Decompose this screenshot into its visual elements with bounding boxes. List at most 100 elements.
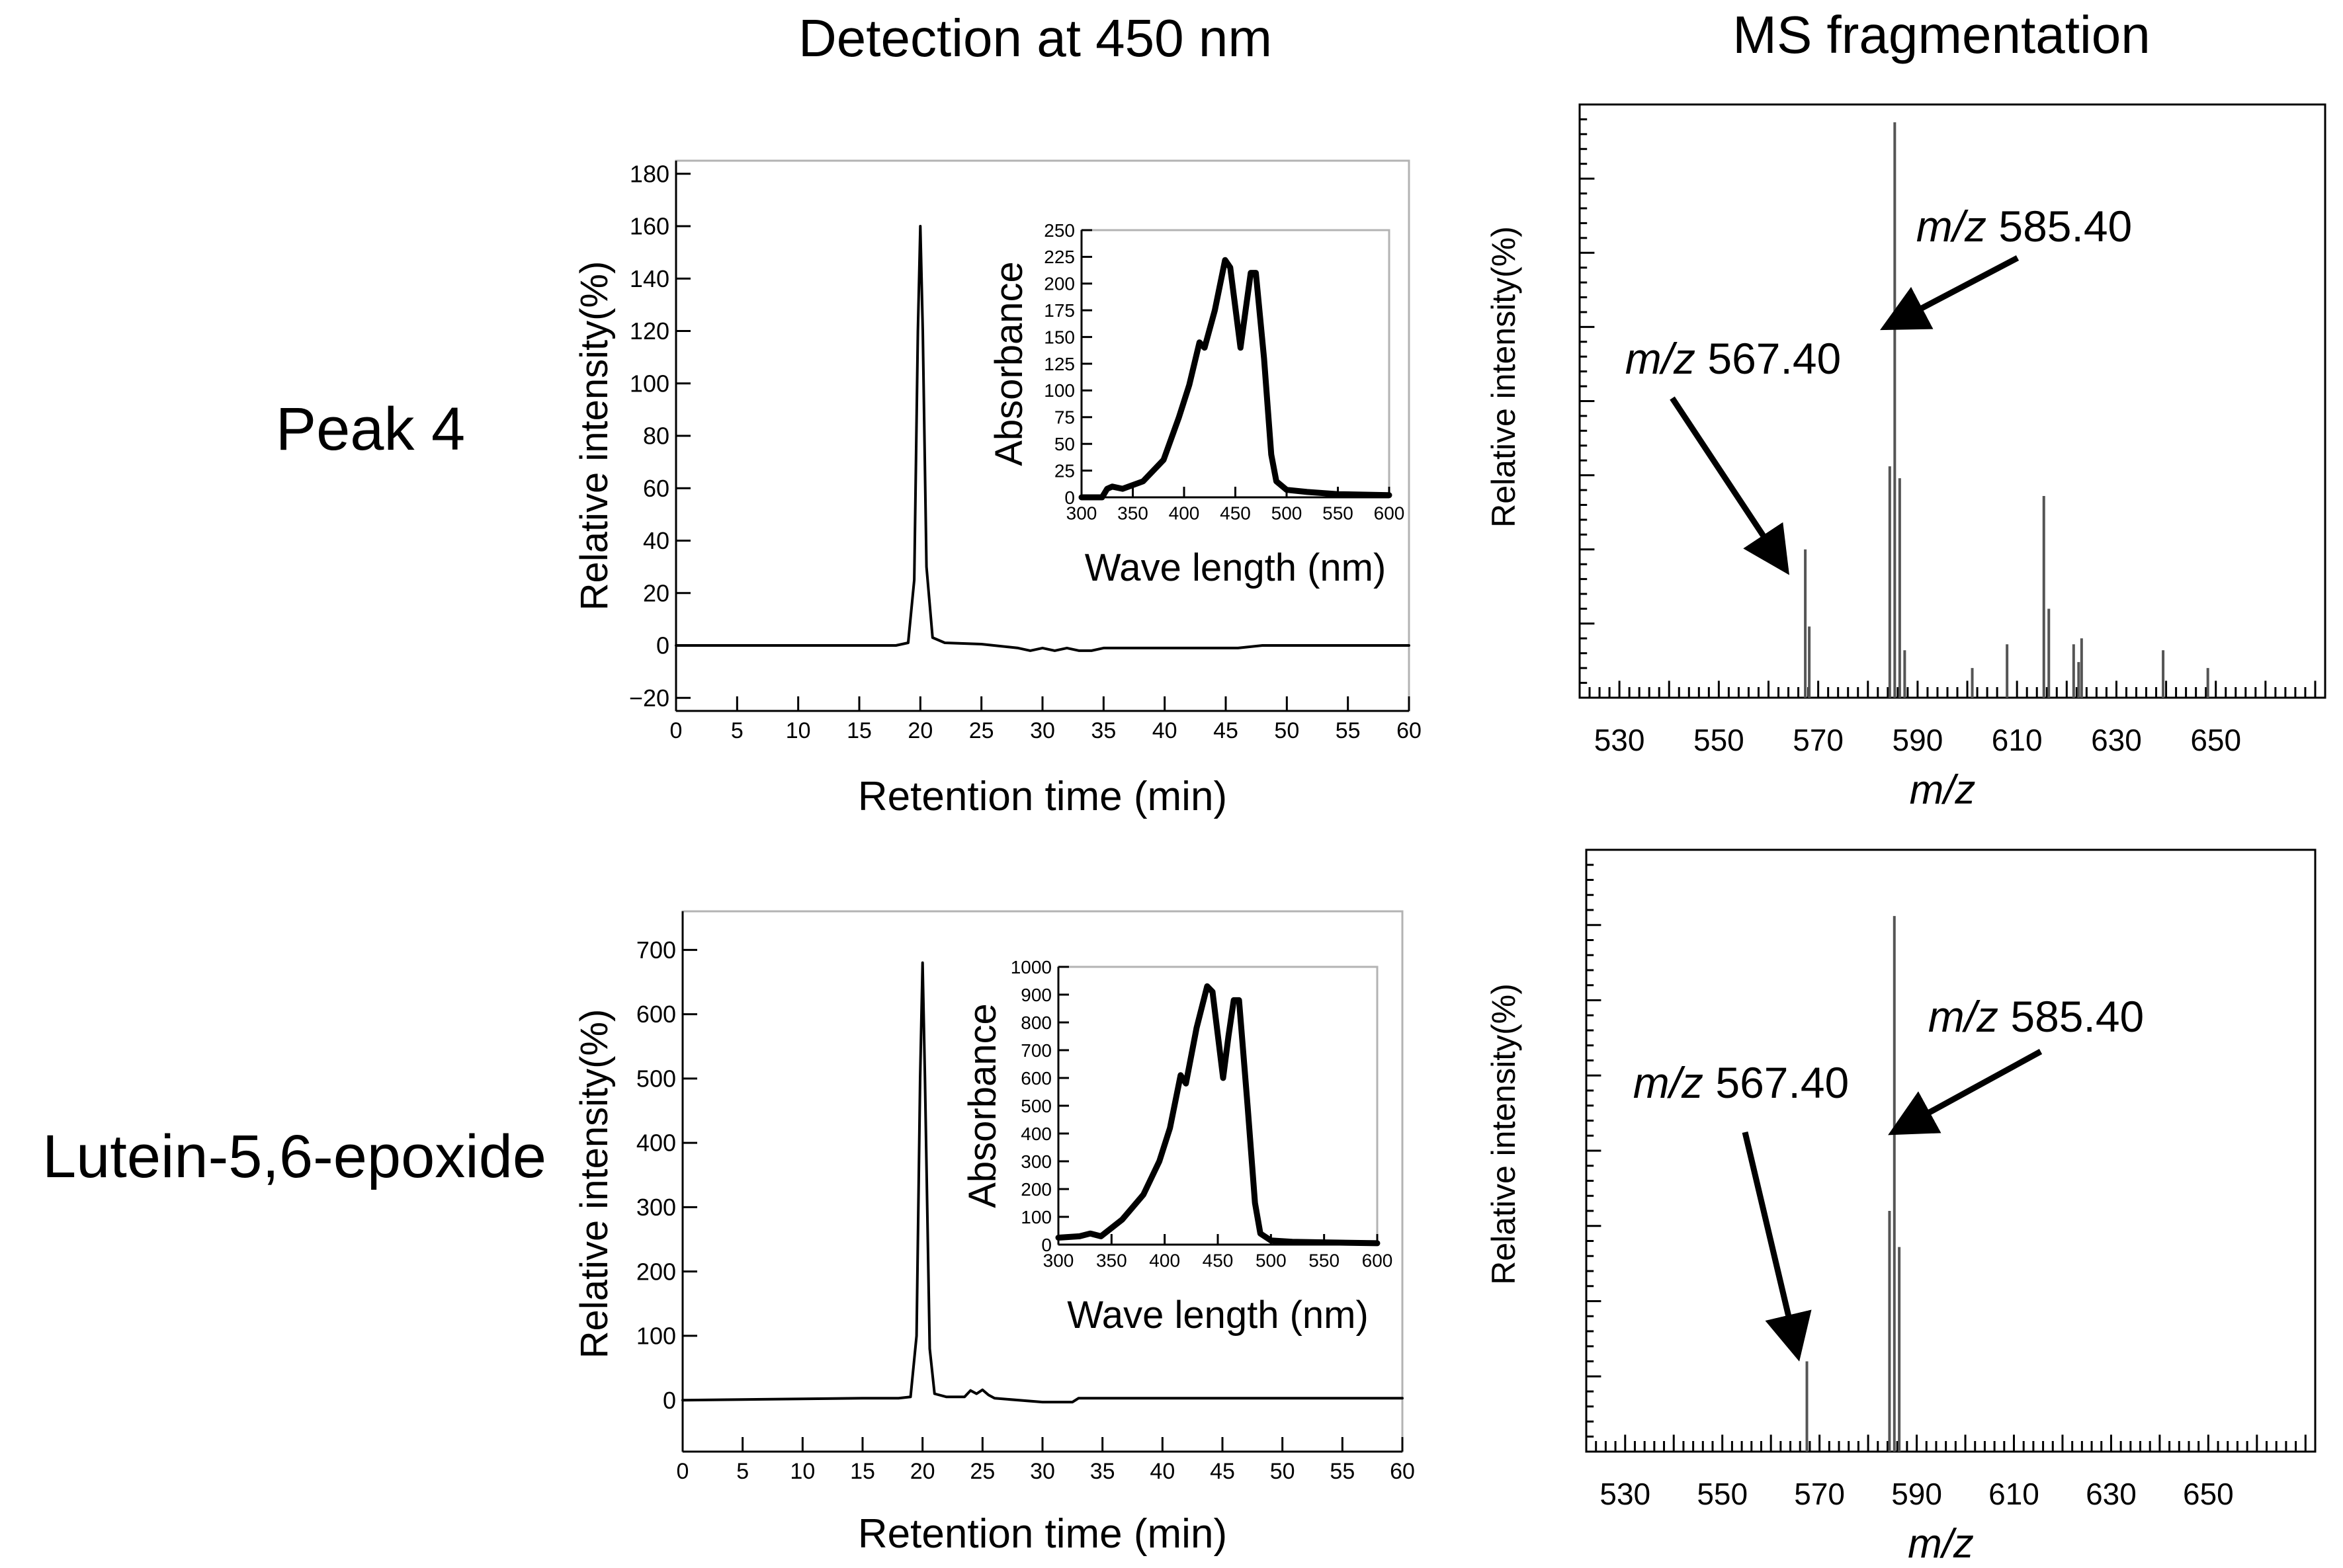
abs1-y-tick-label: 125 — [1044, 354, 1075, 374]
abs2-y-tick-label: 800 — [1021, 1012, 1052, 1033]
abs2-y-tick-label: 300 — [1021, 1151, 1052, 1172]
ms2-x-tick-label: 630 — [2086, 1477, 2137, 1511]
abs1-series-line — [1078, 257, 1392, 501]
ms2-x-tick-label: 570 — [1794, 1477, 1845, 1511]
ms2-annotation-value: 567.40 — [1703, 1058, 1849, 1107]
chrom1-y-tick-label: 120 — [630, 317, 669, 345]
abs2-y-tick-label: 600 — [1021, 1068, 1052, 1089]
abs1-y-tick-label: 150 — [1044, 327, 1075, 347]
abs1-y-tick-label: 75 — [1054, 407, 1075, 428]
abs1-x-tick-label: 300 — [1066, 503, 1097, 524]
abs1-y-tick-label: 200 — [1044, 274, 1075, 294]
ms1-x-tick-label: 570 — [1793, 723, 1844, 757]
ms1-annotation-arrow — [1670, 396, 1789, 575]
abs2-y-tick-label: 1000 — [1011, 957, 1052, 977]
chrom1-y-axis-label: Relative intensity(%) — [573, 261, 616, 611]
abs2-y-tick-label: 200 — [1021, 1179, 1052, 1200]
chrom1-y-tick-label: 0 — [656, 632, 669, 659]
chrom1-y-tick-label: 40 — [643, 527, 669, 554]
abs1-y-tick-label: 25 — [1054, 460, 1075, 481]
ms1-y-axis-label: Relative intensity(%) — [1485, 226, 1522, 528]
abs1-y-tick-label: 0 — [1064, 487, 1075, 508]
chrom1-x-tick-label: 60 — [1396, 718, 1422, 743]
row-label-lutein: Lutein-5,6-epoxide — [42, 1123, 546, 1190]
ms1-annotation-mz: m/z — [1625, 334, 1695, 383]
ms2-x-tick-label: 550 — [1697, 1477, 1748, 1511]
abs1-y-tick-label: 50 — [1054, 434, 1075, 454]
chrom2-y-tick-label: 500 — [636, 1065, 676, 1092]
ms2-x-tick-label: 650 — [2183, 1477, 2234, 1511]
ms2-plot-frame — [1585, 848, 2317, 1453]
abs2-series-line — [1055, 983, 1381, 1247]
abs1-x-tick-label: 600 — [1374, 503, 1405, 524]
chrom2-x-axis-label: Retention time (min) — [858, 1511, 1227, 1557]
chrom1-y-tick-label: 160 — [630, 213, 669, 240]
abs1-x-tick-label: 350 — [1117, 503, 1148, 524]
chrom1-x-tick-label: 0 — [670, 718, 683, 743]
ms1-annotation-label: m/z 585.40 — [1916, 202, 2133, 251]
chrom2-x-tick-label: 0 — [677, 1459, 689, 1484]
abs1-y-tick-label: 250 — [1044, 220, 1075, 241]
chrom2-y-tick-label: 0 — [663, 1387, 676, 1414]
chrom2-y-tick-label: 100 — [636, 1323, 676, 1350]
chrom1-x-tick-label: 40 — [1152, 718, 1177, 743]
chrom1-y-tick-label: 80 — [643, 423, 669, 450]
absorbance-inset-peak4: 0 25 50 75 100 125 150 175 200 225 250 300 350 400 450… — [988, 220, 1404, 589]
abs2-y-tick-label: 0 — [1041, 1235, 1052, 1255]
chrom1-x-tick-label: 25 — [969, 718, 994, 743]
header-detection: Detection at 450 nm — [798, 9, 1272, 67]
ms1-annotation-label: m/z 567.40 — [1625, 334, 1842, 383]
header-ms: MS fragmentation — [1732, 5, 2150, 64]
chrom2-y-axis-label: Relative intensity(%) — [573, 1009, 616, 1359]
ms1-x-tick-label: 610 — [1992, 723, 2043, 757]
chrom2-x-tick-label: 25 — [970, 1459, 995, 1484]
ms2-x-tick-label: 610 — [1988, 1477, 2039, 1511]
ms1-x-tick-label: 590 — [1893, 723, 1943, 757]
chrom2-y-tick-label: 200 — [636, 1258, 676, 1285]
ms1-x-axis-label: m/z — [1910, 767, 1976, 813]
chrom1-x-tick-label: 10 — [786, 718, 811, 743]
abs1-x-axis-label: Wave length (nm) — [1085, 546, 1386, 589]
chrom1-y-tick-label: 140 — [630, 265, 669, 292]
abs1-x-tick-label: 400 — [1169, 503, 1200, 524]
chrom2-x-tick-label: 15 — [850, 1459, 875, 1484]
chrom1-x-tick-label: 20 — [908, 718, 933, 743]
chrom1-x-tick-label: 55 — [1336, 718, 1361, 743]
chrom2-x-tick-label: 5 — [736, 1459, 749, 1484]
abs1-y-tick-label: 100 — [1044, 380, 1075, 401]
abs2-x-tick-label: 300 — [1043, 1251, 1074, 1271]
abs1-x-tick-label: 450 — [1220, 503, 1251, 524]
ms1-annotation-value: 567.40 — [1695, 334, 1841, 383]
chrom1-plot-frame — [675, 159, 1410, 712]
abs2-x-tick-label: 500 — [1256, 1251, 1287, 1271]
chrom2-x-tick-label: 50 — [1270, 1459, 1295, 1484]
ms2-x-tick-label: 530 — [1599, 1477, 1650, 1511]
ms2-annotation-label: m/z 567.40 — [1633, 1058, 1850, 1107]
abs2-plot-frame — [1057, 966, 1379, 1246]
chrom2-x-tick-label: 55 — [1330, 1459, 1355, 1484]
chrom1-y-tick-label: 180 — [630, 160, 669, 187]
ms2-annotation-label: m/z 585.40 — [1928, 992, 2145, 1041]
chrom1-x-tick-label: 5 — [731, 718, 744, 743]
chrom2-y-tick-label: 600 — [636, 1001, 676, 1028]
chrom1-series-line — [675, 225, 1410, 652]
ms1-x-tick-label: 530 — [1594, 723, 1645, 757]
chrom2-y-tick-label: 300 — [636, 1194, 676, 1221]
abs2-y-tick-label: 100 — [1021, 1207, 1052, 1227]
abs2-x-tick-label: 600 — [1362, 1251, 1393, 1271]
abs2-x-tick-label: 550 — [1308, 1251, 1340, 1271]
ms2-annotation-value: 585.40 — [1998, 992, 2144, 1041]
abs1-y-axis-label: Absorbance — [988, 261, 1031, 466]
ms1-x-tick-label: 630 — [2091, 723, 2142, 757]
chrom1-y-tick-label: 20 — [643, 579, 669, 606]
chrom2-x-tick-label: 45 — [1210, 1459, 1235, 1484]
chrom1-x-tick-label: 35 — [1091, 718, 1116, 743]
chrom2-y-tick-label: 700 — [636, 936, 676, 964]
ms1-plot-frame — [1578, 103, 2326, 699]
abs1-x-tick-label: 550 — [1322, 503, 1353, 524]
abs1-y-tick-label: 175 — [1044, 300, 1075, 321]
abs2-y-tick-label: 500 — [1021, 1096, 1052, 1116]
ms2-y-axis-label: Relative intensity(%) — [1485, 983, 1522, 1285]
